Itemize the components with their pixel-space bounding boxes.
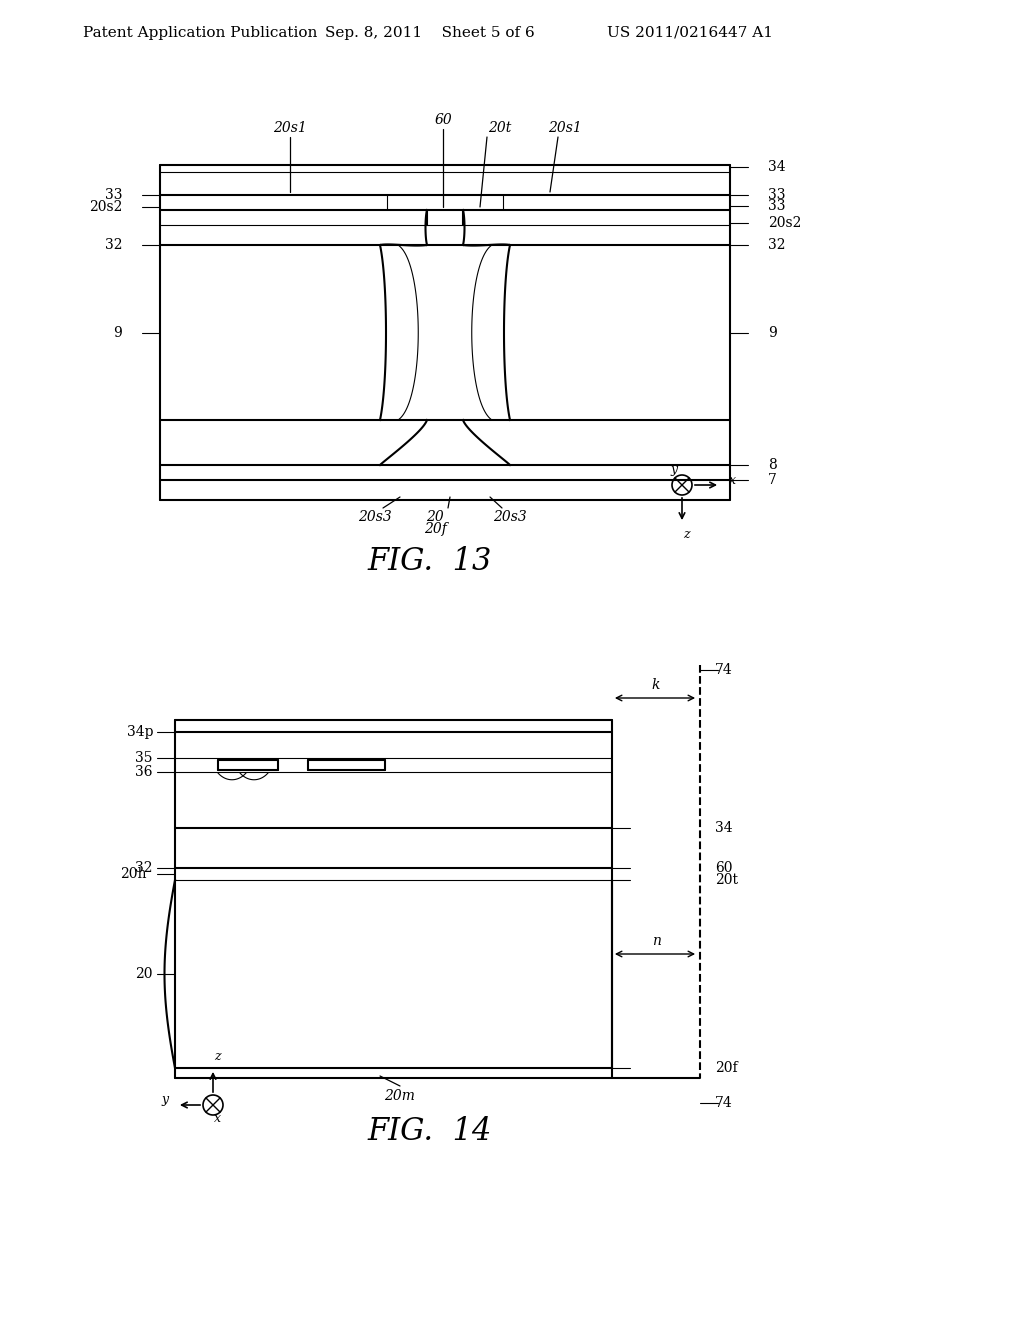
Text: 7: 7 (768, 473, 777, 487)
Text: 8: 8 (768, 458, 777, 473)
Text: 20f: 20f (715, 1061, 737, 1074)
Text: Patent Application Publication: Patent Application Publication (83, 26, 317, 40)
Text: Sep. 8, 2011    Sheet 5 of 6: Sep. 8, 2011 Sheet 5 of 6 (326, 26, 535, 40)
Text: x: x (728, 474, 735, 487)
Text: 20m: 20m (385, 1089, 416, 1104)
Text: k: k (652, 678, 660, 692)
Text: 33: 33 (768, 199, 785, 213)
Text: FIG.  13: FIG. 13 (368, 546, 493, 578)
Text: 74: 74 (715, 663, 733, 677)
Text: 34: 34 (768, 160, 785, 174)
Text: 32: 32 (768, 238, 785, 252)
Text: 35: 35 (135, 751, 153, 766)
Text: 20: 20 (135, 968, 153, 981)
Text: 20s2: 20s2 (89, 201, 122, 214)
Text: 33: 33 (768, 187, 785, 202)
Text: z: z (683, 528, 689, 541)
Text: 74: 74 (715, 1096, 733, 1110)
Text: 32: 32 (104, 238, 122, 252)
Text: 20t: 20t (715, 873, 738, 887)
Text: 20s1: 20s1 (273, 121, 307, 135)
Text: FIG.  14: FIG. 14 (368, 1117, 493, 1147)
Text: 20s1: 20s1 (548, 121, 582, 135)
Text: 9: 9 (768, 326, 777, 341)
Text: 36: 36 (135, 766, 153, 779)
Text: y: y (162, 1093, 169, 1106)
Text: n: n (651, 935, 660, 948)
Text: 9: 9 (114, 326, 122, 341)
Text: 32: 32 (135, 861, 153, 875)
Text: 20f: 20f (424, 521, 446, 536)
Text: 20s2: 20s2 (768, 216, 802, 230)
Text: 20t: 20t (488, 121, 512, 135)
Text: 34: 34 (715, 821, 732, 836)
Text: y: y (671, 463, 678, 477)
Text: 20: 20 (426, 510, 443, 524)
Text: 33: 33 (104, 187, 122, 202)
Text: 34p: 34p (127, 725, 153, 739)
Text: 20s3: 20s3 (494, 510, 527, 524)
Text: x: x (213, 1113, 220, 1126)
Text: 60: 60 (715, 861, 732, 875)
Text: 20h: 20h (121, 867, 147, 880)
Text: z: z (214, 1051, 220, 1064)
Text: 60: 60 (434, 114, 452, 127)
Text: 20s3: 20s3 (358, 510, 392, 524)
Text: US 2011/0216447 A1: US 2011/0216447 A1 (607, 26, 773, 40)
